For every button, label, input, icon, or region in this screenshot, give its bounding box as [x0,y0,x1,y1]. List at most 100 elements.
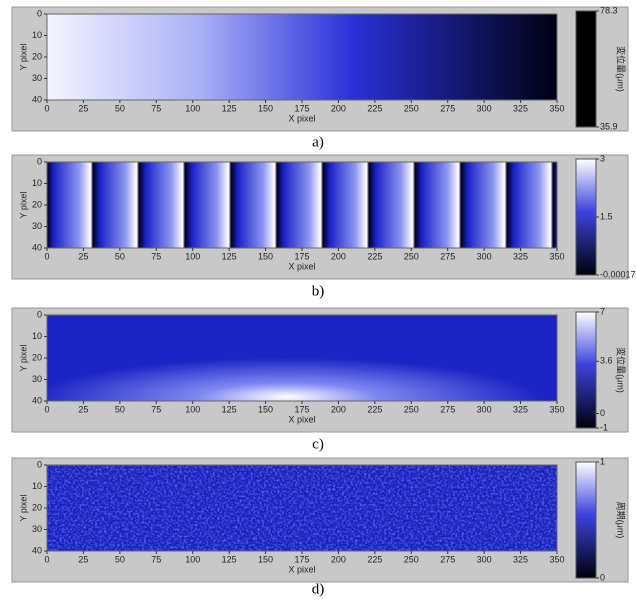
x-tick-label: 25 [78,251,88,261]
x-tick-label: 250 [404,554,419,564]
x-tick-label: 200 [331,103,346,113]
y-tick-label: 10 [32,30,42,40]
colorbar-tick-label: 3 [600,153,605,163]
x-tick-label: 350 [549,251,564,261]
y-tick-label: 40 [32,242,42,252]
x-tick-label: 125 [222,404,237,414]
colorbar-tick-label: 0 [600,408,605,418]
x-tick-label: 275 [440,404,455,414]
y-axis-label: Y pixel [18,495,28,522]
y-tick-label: 20 [32,502,42,512]
x-tick-label: 300 [477,103,492,113]
x-tick-label: 100 [185,103,200,113]
x-tick-label: 350 [549,103,564,113]
x-tick-label: 25 [78,103,88,113]
x-tick-label: 225 [367,404,382,414]
y-tick-label: 0 [37,156,42,166]
x-axis-label: X pixel [288,113,315,123]
x-tick-label: 325 [513,404,528,414]
x-tick-label: 75 [151,554,161,564]
y-axis-label: Y pixel [18,44,28,71]
colorbar-tick-label: 1.5 [600,211,613,221]
x-tick-label: 250 [404,251,419,261]
x-tick-label: 150 [258,404,273,414]
x-tick-label: 75 [151,103,161,113]
x-tick-label: 0 [44,404,49,414]
x-tick-label: 350 [549,404,564,414]
colorbar [576,312,596,428]
y-tick-label: 10 [32,331,42,341]
x-tick-label: 300 [477,404,492,414]
x-tick-label: 125 [222,251,237,261]
heatmap-image [47,315,557,401]
y-tick-label: 40 [32,545,42,555]
colorbar-tick-label: 78.3 [600,5,618,15]
x-axis-label: X pixel [288,261,315,271]
x-tick-label: 225 [367,554,382,564]
colorbar-tick-label: 3.6 [600,356,613,366]
x-axis-label: X pixel [288,564,315,574]
x-tick-label: 300 [477,251,492,261]
x-tick-label: 225 [367,251,382,261]
caption: d) [312,581,325,597]
x-axis-label: X pixel [288,414,315,424]
y-tick-label: 30 [32,374,42,384]
colorbar-tick-label: 0 [600,572,605,582]
x-tick-label: 50 [115,404,125,414]
x-tick-label: 100 [185,251,200,261]
x-tick-label: 25 [78,554,88,564]
colorbar [576,159,596,275]
x-tick-label: 250 [404,404,419,414]
x-tick-label: 150 [258,554,273,564]
colorbar-label: 変位量(μm) [616,46,627,92]
colorbar-tick-label: -1 [600,422,608,432]
caption: b) [312,283,325,299]
x-tick-label: 25 [78,404,88,414]
y-tick-label: 40 [32,395,42,405]
x-tick-label: 275 [440,103,455,113]
x-tick-label: 275 [440,554,455,564]
x-tick-label: 0 [44,554,49,564]
y-tick-label: 40 [32,94,42,104]
colorbar-tick-label: 35.9 [600,121,618,131]
x-tick-label: 200 [331,404,346,414]
x-tick-label: 175 [294,554,309,564]
y-tick-label: 20 [32,199,42,209]
y-tick-label: 0 [37,8,42,18]
heatmap-image [47,162,557,248]
caption: c) [312,436,324,452]
x-tick-label: 125 [222,103,237,113]
colorbar-tick-label: 7 [600,306,605,316]
x-tick-label: 300 [477,554,492,564]
x-tick-label: 150 [258,103,273,113]
colorbar-label: 周期(μm) [616,502,626,539]
x-tick-label: 0 [44,251,49,261]
y-tick-label: 10 [32,481,42,491]
y-tick-label: 20 [32,51,42,61]
y-tick-label: 30 [32,524,42,534]
colorbar [576,11,596,127]
colorbar-tick-label: 1 [600,456,605,466]
colorbar-label: 変位量(μm) [616,347,627,393]
y-axis-label: Y pixel [18,345,28,372]
x-tick-label: 100 [185,554,200,564]
y-tick-label: 0 [37,309,42,319]
y-tick-label: 0 [37,459,42,469]
x-tick-label: 225 [367,103,382,113]
y-tick-label: 10 [32,178,42,188]
x-tick-label: 250 [404,103,419,113]
y-axis-label: Y pixel [18,192,28,219]
y-tick-label: 20 [32,352,42,362]
x-tick-label: 75 [151,404,161,414]
x-tick-label: 325 [513,103,528,113]
x-tick-label: 275 [440,251,455,261]
x-tick-label: 50 [115,554,125,564]
x-tick-label: 175 [294,251,309,261]
x-tick-label: 325 [513,554,528,564]
colorbar [576,462,596,578]
y-tick-label: 30 [32,221,42,231]
heatmap-noise [47,465,557,551]
x-tick-label: 150 [258,251,273,261]
caption: a) [312,134,324,150]
x-tick-label: 350 [549,554,564,564]
